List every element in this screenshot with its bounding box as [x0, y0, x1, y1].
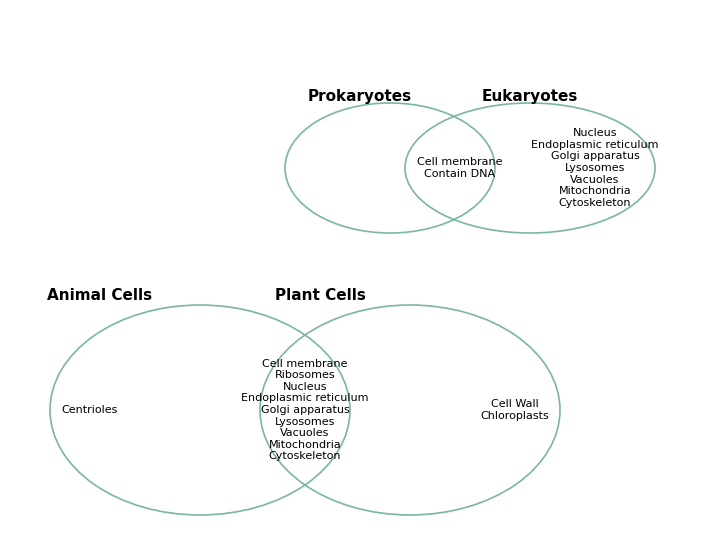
- Text: Nucleus
Endoplasmic reticulum
Golgi apparatus
Lysosomes
Vacuoles
Mitochondria
Cy: Nucleus Endoplasmic reticulum Golgi appa…: [531, 128, 659, 208]
- Text: Cell membrane
Contain DNA: Cell membrane Contain DNA: [418, 157, 503, 179]
- Text: Animal Cells: Animal Cells: [48, 288, 153, 303]
- Text: Eukaryotes: Eukaryotes: [482, 89, 578, 104]
- Text: Centrioles: Centrioles: [62, 405, 118, 415]
- Text: Cell membrane
Ribosomes
Nucleus
Endoplasmic reticulum
Golgi apparatus
Lysosomes
: Cell membrane Ribosomes Nucleus Endoplas…: [241, 359, 369, 461]
- Text: Prokaryotes: Prokaryotes: [308, 89, 412, 104]
- Text: Plant Cells: Plant Cells: [274, 288, 366, 303]
- Text: Cell Wall
Chloroplasts: Cell Wall Chloroplasts: [481, 399, 549, 421]
